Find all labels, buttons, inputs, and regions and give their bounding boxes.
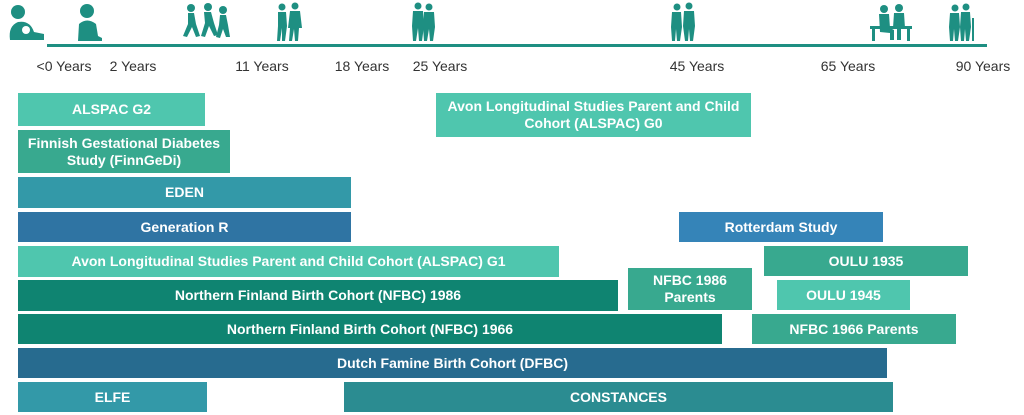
cohort-bar-alspac-g0: Avon Longitudinal Studies Parent and Chi… — [436, 93, 751, 137]
age-label-2: 2 Years — [109, 58, 157, 74]
cohort-bar-oulu-1935: OULU 1935 — [764, 246, 968, 276]
age-label-prenatal: <0 Years — [36, 58, 92, 74]
age-label-18: 18 Years — [334, 58, 390, 74]
age-label-25: 25 Years — [412, 58, 468, 74]
cohort-bar-oulu-1945: OULU 1945 — [777, 280, 910, 310]
cohort-bar-nfbc-1966: Northern Finland Birth Cohort (NFBC) 196… — [18, 314, 722, 344]
adults-icon — [668, 2, 698, 42]
cohort-bar-eden: EDEN — [18, 177, 351, 208]
age-label-11: 11 Years — [235, 58, 289, 74]
children-running-icon — [182, 2, 232, 42]
elderly-couple-icon — [946, 2, 976, 42]
cohort-bar-finngedi: Finnish Gestational Diabetes Study (Finn… — [18, 130, 230, 173]
cohort-bar-constances: CONSTANCES — [344, 382, 893, 412]
cohort-bar-elfe: ELFE — [18, 382, 207, 412]
age-label-45: 45 Years — [669, 58, 725, 74]
young-adults-icon — [409, 2, 437, 42]
seniors-bench-icon — [868, 2, 914, 42]
cohort-bar-alspac-g2: ALSPAC G2 — [18, 93, 205, 126]
cohort-bar-generation-r: Generation R — [18, 212, 351, 242]
cohort-bar-nfbc-1966-parents: NFBC 1966 Parents — [752, 314, 956, 344]
infant-icon — [4, 2, 46, 42]
teenagers-icon — [274, 2, 304, 42]
cohort-bar-nfbc-1986: Northern Finland Birth Cohort (NFBC) 198… — [18, 280, 618, 311]
age-label-65: 65 Years — [820, 58, 876, 74]
cohort-bar-dfbc: Dutch Famine Birth Cohort (DFBC) — [18, 348, 887, 378]
cohort-bar-alspac-g1: Avon Longitudinal Studies Parent and Chi… — [18, 246, 559, 277]
toddler-icon — [74, 2, 104, 42]
age-label-90: 90 Years — [955, 58, 1011, 74]
cohort-bar-rotterdam-study: Rotterdam Study — [679, 212, 883, 242]
timeline-axis — [47, 44, 987, 47]
cohort-bar-nfbc-1986-parents: NFBC 1986 Parents — [628, 268, 752, 310]
